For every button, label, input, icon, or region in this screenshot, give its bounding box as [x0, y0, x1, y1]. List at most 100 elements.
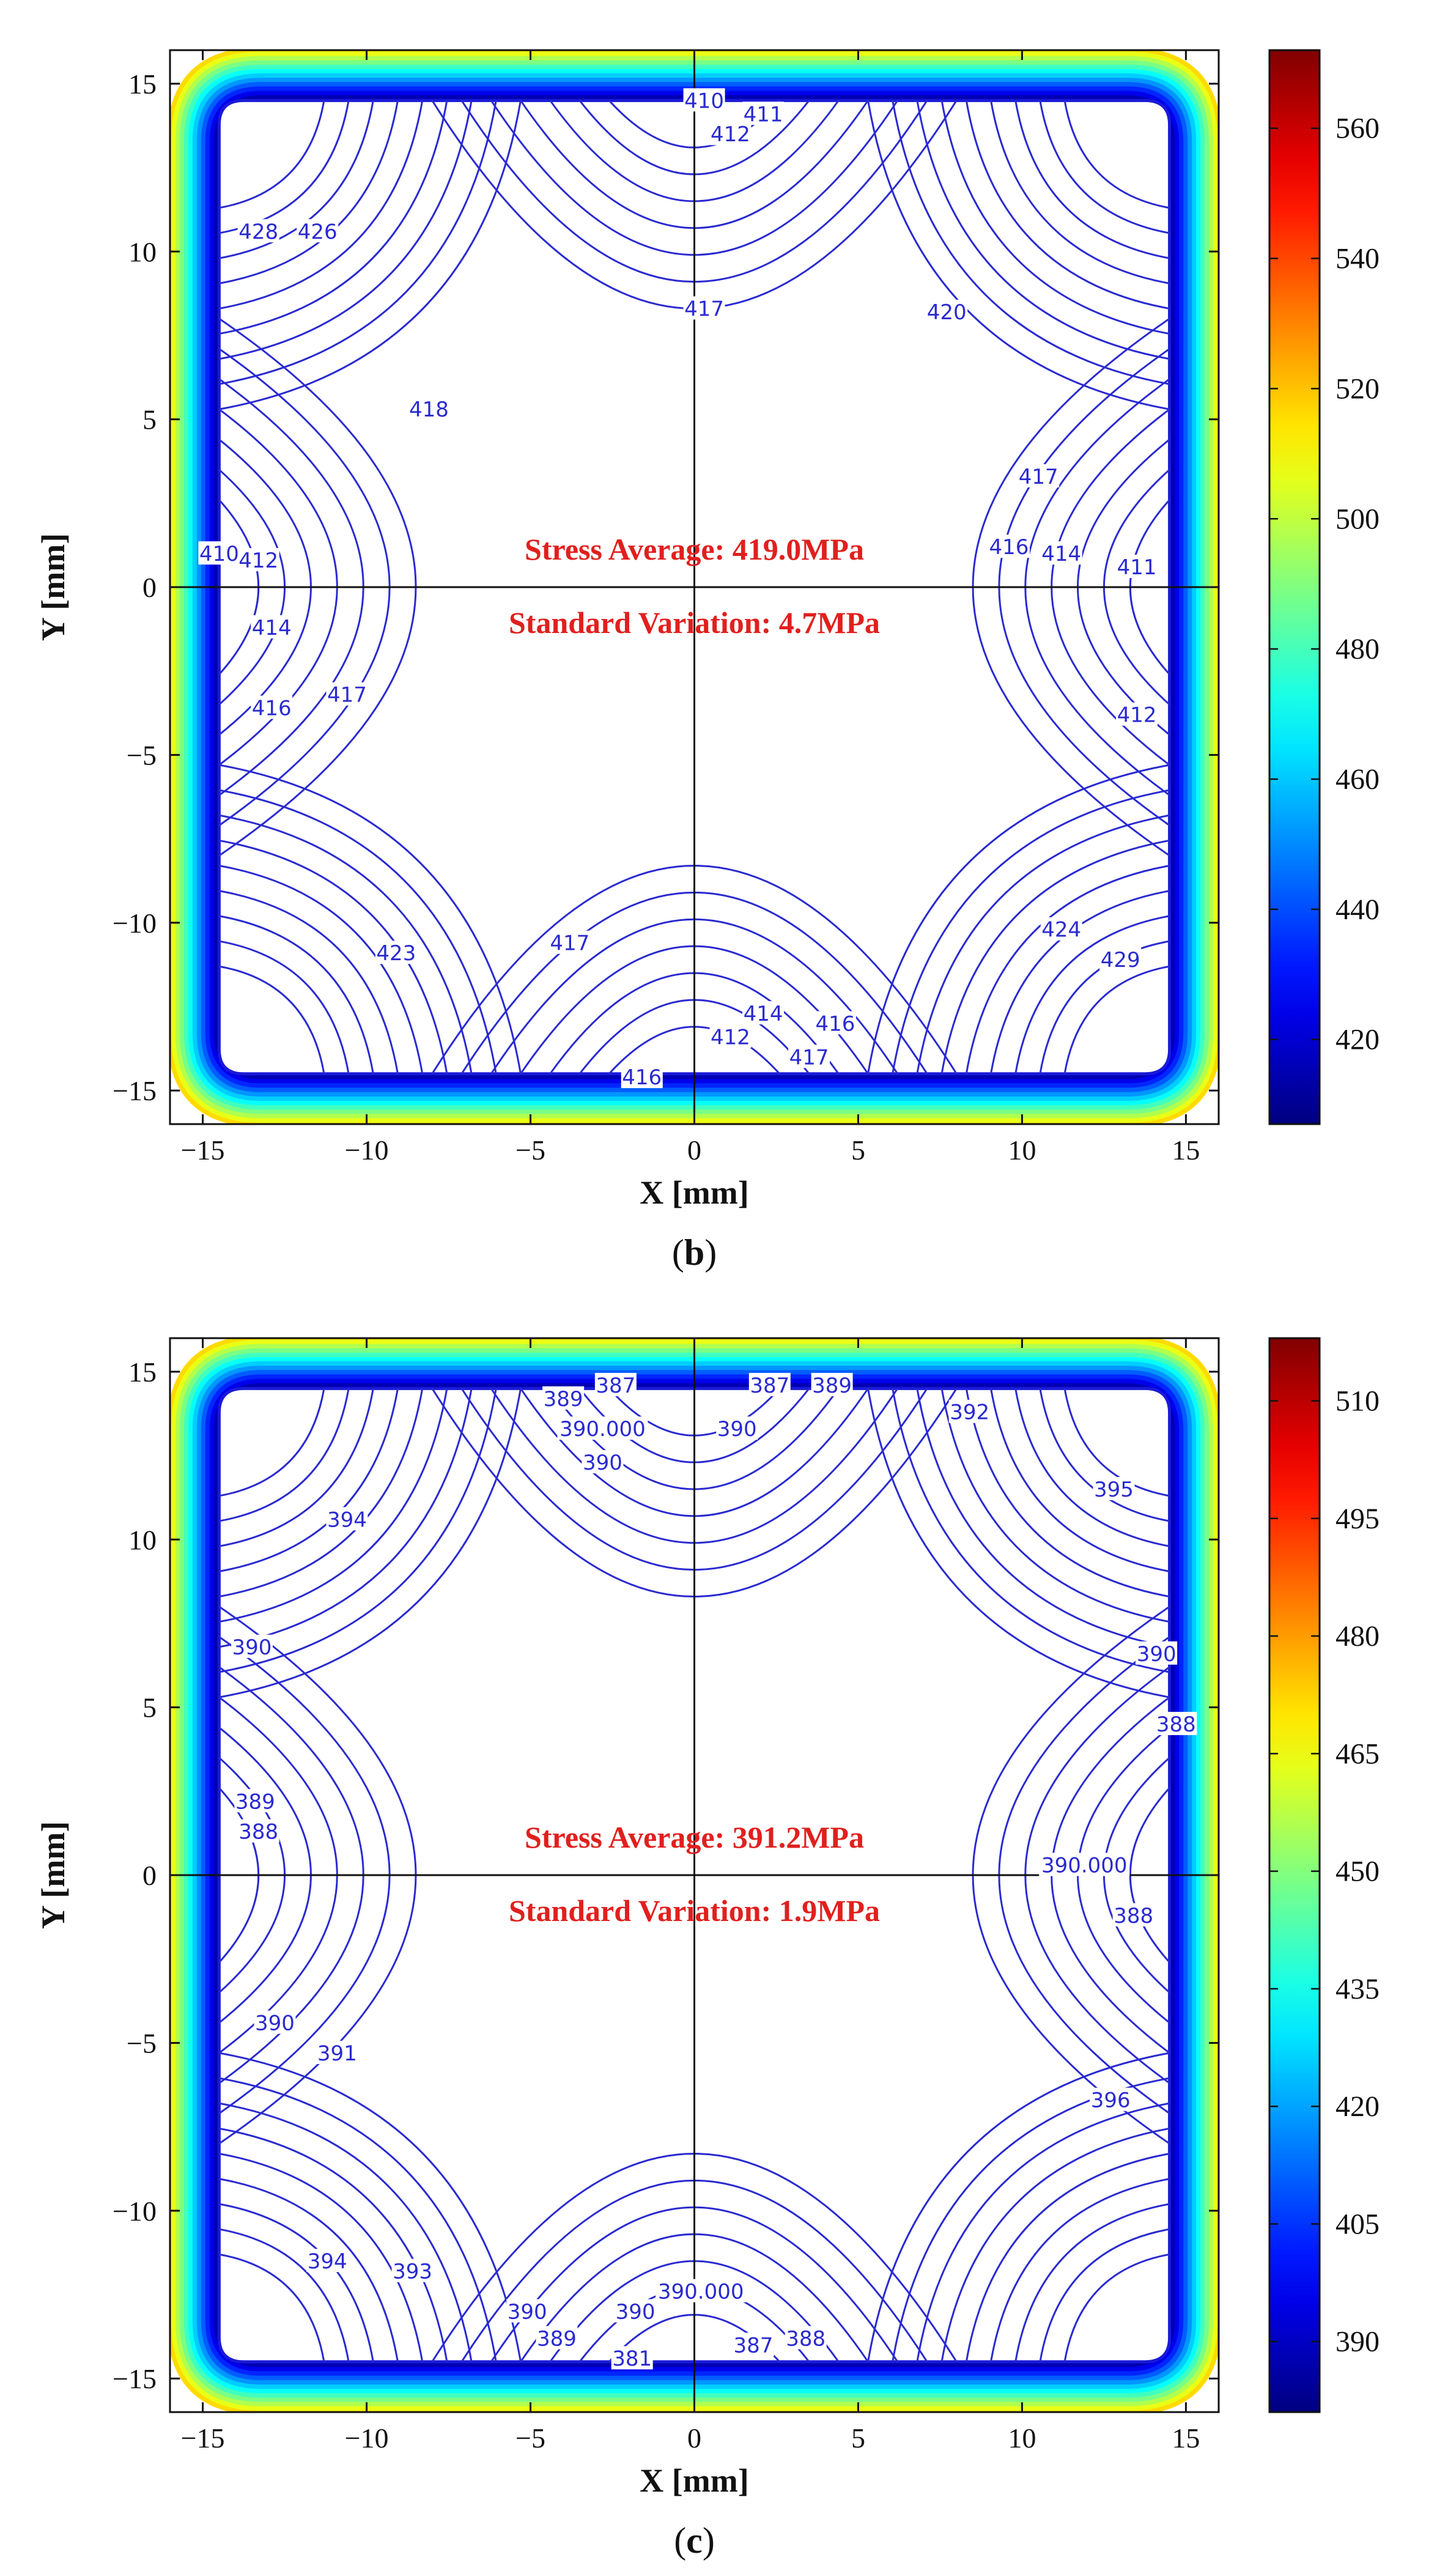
- contour-line: [219, 890, 399, 1074]
- figure-panel-b: 410 411 412 428 426 417 420 418 417 410 412 416 414 4…: [35, 49, 1380, 1273]
- contour-label-bg: [683, 88, 725, 112]
- contour-label-bg: [785, 2326, 827, 2350]
- contour-label-bg: [1112, 1903, 1154, 1926]
- colorbar-tick-label: 500: [1335, 503, 1380, 535]
- contour-label: 417: [327, 683, 367, 708]
- contour-line: [219, 100, 522, 410]
- contour-label-bg: [683, 296, 725, 320]
- contour-label-bg: [1040, 917, 1082, 941]
- contour-label-bg: [391, 2259, 434, 2282]
- colorbar-tick-label: 540: [1335, 243, 1380, 275]
- y-tick-label: 5: [142, 404, 157, 435]
- contour-label-bg: [297, 219, 339, 243]
- contour-label: 420: [927, 300, 967, 325]
- contour-label-bg: [237, 1819, 279, 1843]
- contour-label: 388: [1114, 1904, 1153, 1928]
- contour-label: 417: [789, 1045, 829, 1070]
- x-tick-label: 5: [851, 2422, 865, 2454]
- contour-line: [219, 1388, 325, 1497]
- contour-line: [219, 100, 473, 360]
- x-tick-label: −15: [181, 1134, 225, 1166]
- contour-line: [965, 864, 1170, 1074]
- colorbar-tick-label: 420: [1335, 2090, 1380, 2123]
- axis-ticks: −15 −10 −5 0 5 10 15 −15 −10 −5 0 5 10 15: [113, 1338, 1219, 2454]
- contour-line: [965, 2152, 1170, 2362]
- colorbar-tick-label: 405: [1335, 2208, 1380, 2240]
- x-tick-label: −15: [181, 2422, 225, 2454]
- contour-label: 414: [252, 616, 292, 640]
- contour-label: 410: [199, 542, 239, 566]
- contour-label: 393: [393, 2260, 432, 2284]
- colorbar-tick-label: 460: [1335, 763, 1380, 796]
- contour-line: [1039, 100, 1170, 234]
- contour-line: [219, 2178, 399, 2362]
- contour-label: 417: [550, 931, 589, 956]
- y-tick-label: 0: [142, 1860, 157, 1891]
- x-tick-label: −10: [345, 1134, 389, 1166]
- contour-label: 416: [622, 1065, 662, 1090]
- contour-label: 414: [744, 1002, 783, 1026]
- contour-label: 387: [750, 1374, 789, 1398]
- contour-label: 418: [409, 398, 449, 422]
- contour-label-bg: [326, 1507, 368, 1531]
- contour-label-bg: [1090, 2087, 1132, 2111]
- y-tick-label: 15: [128, 1356, 157, 1388]
- contour-line: [1039, 2228, 1170, 2362]
- contour-line: [916, 1388, 1170, 1648]
- x-tick-label: 15: [1172, 2422, 1200, 2454]
- contour-label: 390: [232, 1635, 272, 1660]
- colorbar-tick-label: 480: [1335, 1620, 1380, 1653]
- contour-label-bg: [926, 300, 968, 324]
- contour-label-bg: [549, 930, 591, 954]
- contour-line: [219, 1388, 350, 1522]
- contour-label: 387: [596, 1374, 635, 1398]
- contour-line: [990, 890, 1170, 1074]
- contour-label: 411: [1117, 555, 1157, 580]
- contour-line: [219, 1388, 473, 1648]
- contour-line: [990, 100, 1170, 284]
- colorbar-tick-label: 450: [1335, 1856, 1380, 1888]
- contour-label-bg: [1155, 1712, 1197, 1736]
- contour-label-bg: [198, 541, 240, 565]
- contour-label-bg: [709, 1024, 752, 1048]
- contour-label: 417: [684, 297, 724, 322]
- contour-line: [219, 1388, 522, 1698]
- y-axis-title: Y [mm]: [35, 533, 72, 641]
- contour-line: [867, 1388, 1170, 1698]
- colorbar-gradient: [1268, 1337, 1321, 2413]
- contour-label-bg: [621, 1065, 663, 1089]
- contour-label-bg: [375, 941, 417, 964]
- contour-line: [940, 100, 1170, 335]
- contour-line: [219, 100, 399, 284]
- contour-line: [892, 789, 1170, 1074]
- colorbar-tick-label: 510: [1335, 1385, 1380, 1418]
- contour-line: [940, 1388, 1170, 1623]
- contour-label: 388: [1156, 1712, 1196, 1737]
- contour-label-bg: [231, 1634, 273, 1658]
- contour-label-bg: [237, 219, 279, 243]
- contour-label-bg: [948, 1399, 991, 1423]
- contour-label-bg: [656, 2279, 747, 2303]
- stress-annotation: Stress Average: 391.2MPa Standard Variati…: [509, 1820, 880, 1928]
- y-tick-label: 5: [142, 1692, 157, 1723]
- contour-label-bg: [811, 1372, 853, 1396]
- contour-label-bg: [732, 2333, 774, 2356]
- contour-label-bg: [1116, 555, 1158, 579]
- contour-label-bg: [742, 1001, 785, 1024]
- contour-line: [1014, 100, 1170, 259]
- contour-label-bg: [1116, 702, 1158, 726]
- contour-line: [892, 100, 1170, 385]
- colorbar-tick-label: 465: [1335, 1738, 1380, 1770]
- contour-label: 395: [1094, 1478, 1134, 1502]
- contour-label-bg: [306, 2249, 349, 2273]
- contour-line: [219, 1388, 497, 1673]
- contour-label: 416: [252, 697, 292, 721]
- colorbar-tick-label: 495: [1335, 1503, 1380, 1535]
- standard-variation-text: Standard Variation: 1.9MPa: [509, 1893, 880, 1928]
- contour-label: 410: [684, 89, 724, 113]
- contour-label: 423: [376, 941, 416, 966]
- contour-label-bg: [536, 2326, 578, 2350]
- x-tick-label: 10: [1008, 1134, 1036, 1166]
- contour-label: 391: [317, 2041, 357, 2066]
